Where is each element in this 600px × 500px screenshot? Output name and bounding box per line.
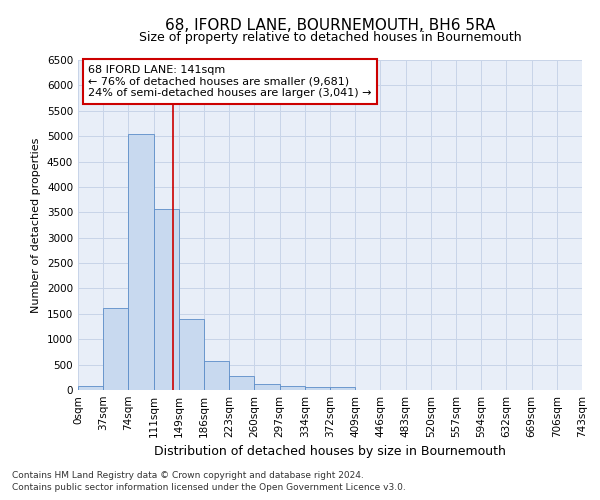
Text: Contains public sector information licensed under the Open Government Licence v3: Contains public sector information licen… [12,484,406,492]
Bar [305,388,330,390]
Bar [179,319,204,390]
Text: Contains HM Land Registry data © Crown copyright and database right 2024.: Contains HM Land Registry data © Crown c… [12,471,364,480]
Bar [330,388,355,390]
Bar [128,134,154,390]
Bar [229,376,254,390]
Text: 68, IFORD LANE, BOURNEMOUTH, BH6 5RA: 68, IFORD LANE, BOURNEMOUTH, BH6 5RA [165,18,495,32]
Y-axis label: Number of detached properties: Number of detached properties [31,138,41,312]
Bar [78,386,103,390]
X-axis label: Distribution of detached houses by size in Bournemouth: Distribution of detached houses by size … [154,446,506,458]
Text: Size of property relative to detached houses in Bournemouth: Size of property relative to detached ho… [139,31,521,44]
Bar [254,384,280,390]
Bar [280,386,305,390]
Bar [103,308,128,390]
Bar [154,208,179,390]
Text: 68 IFORD LANE: 141sqm
← 76% of detached houses are smaller (9,681)
24% of semi-d: 68 IFORD LANE: 141sqm ← 76% of detached … [88,65,371,98]
Bar [204,361,229,390]
